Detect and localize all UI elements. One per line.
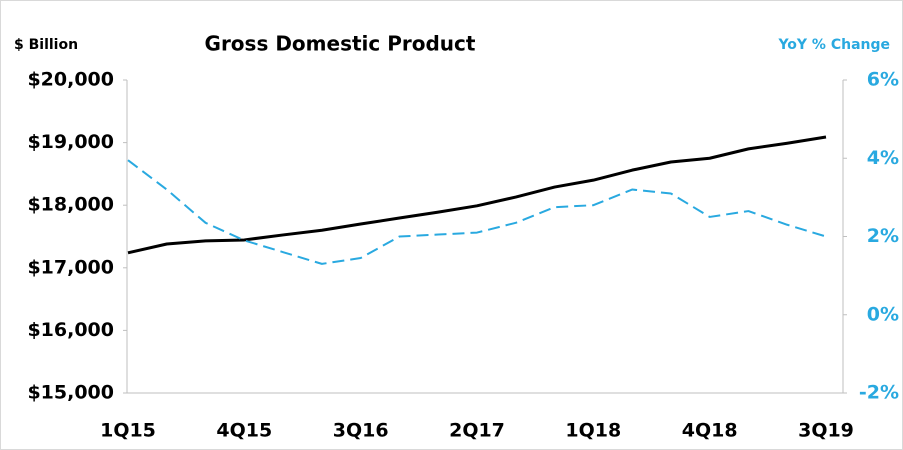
x-tick-label: 3Q19 (798, 420, 854, 442)
y-tick-label: $15,000 (27, 382, 114, 404)
y2-tick-label: 0% (867, 303, 899, 325)
x-tick-label: 2Q17 (449, 420, 505, 442)
x-tick-label: 1Q15 (100, 420, 156, 442)
x-tick-label: 4Q18 (682, 420, 738, 442)
y-tick-label: $17,000 (27, 256, 114, 278)
series-line (127, 159, 827, 265)
series-line (127, 135, 827, 255)
y-tick-label: $19,000 (27, 131, 114, 153)
y2-axis-label: YoY % Change (777, 37, 890, 53)
x-tick-label: 4Q15 (216, 420, 272, 442)
y-tick-label: $18,000 (27, 194, 114, 216)
y2-tick-label: 2% (867, 225, 899, 247)
y-axis-label: $ Billion (14, 37, 78, 53)
y2-tick-label: 4% (867, 147, 899, 169)
y2-tick-label: -2% (859, 382, 899, 404)
y2-tick-label: 6% (867, 69, 899, 91)
x-tick-label: 3Q16 (333, 420, 389, 442)
chart-title: Gross Domestic Product (205, 32, 476, 56)
x-tick-label: 1Q18 (565, 420, 621, 442)
y-tick-label: $16,000 (27, 319, 114, 341)
y-tick-label: $20,000 (27, 69, 114, 91)
